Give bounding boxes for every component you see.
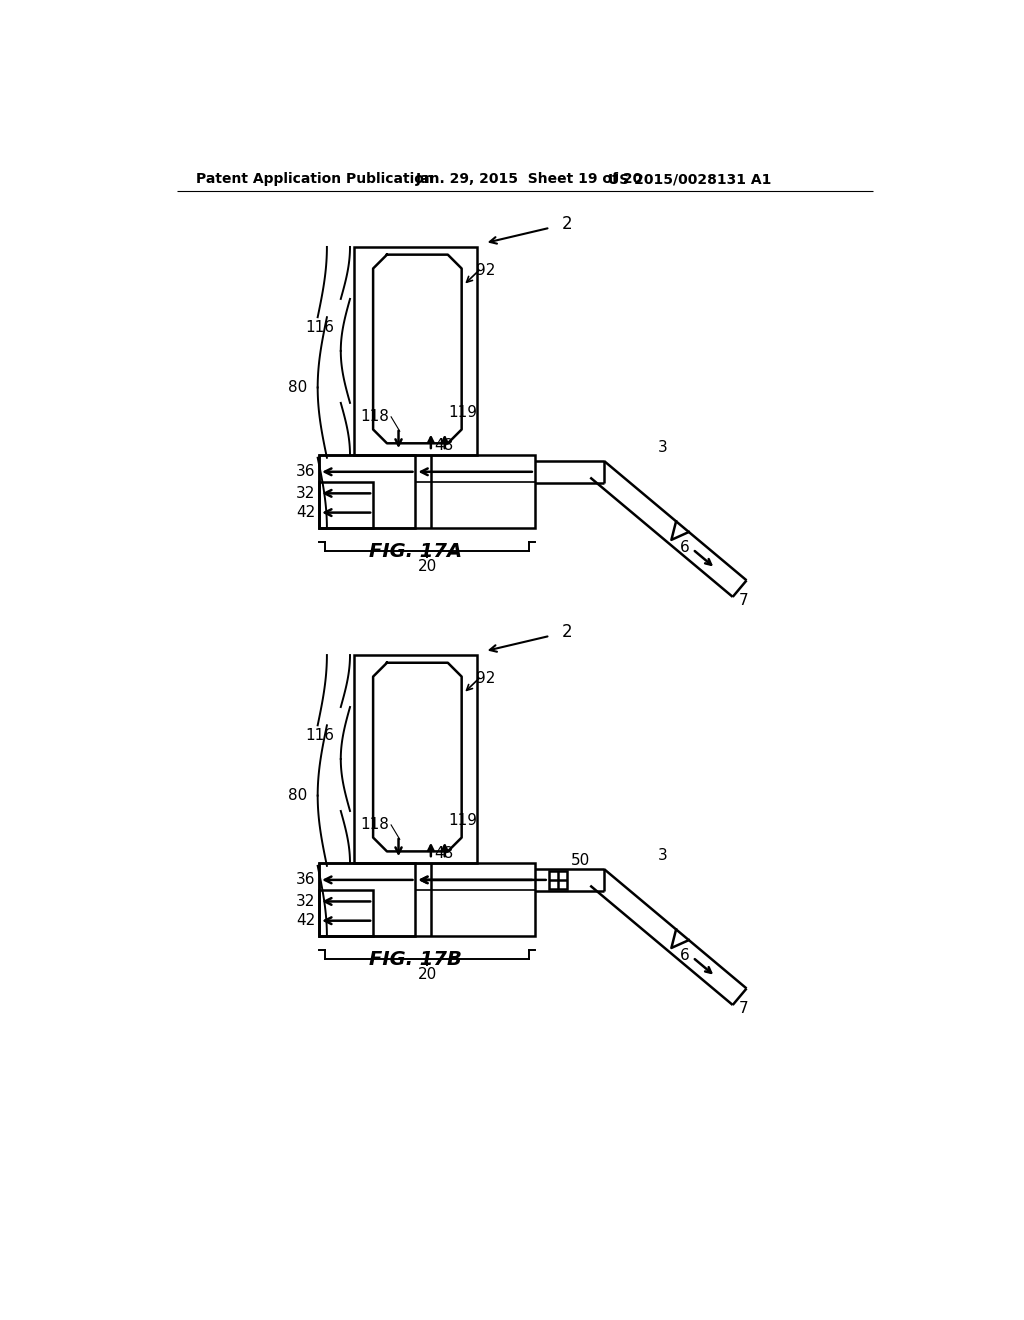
Text: 118: 118 <box>360 817 389 832</box>
Text: 6: 6 <box>680 948 690 962</box>
Bar <box>319 863 416 936</box>
Text: Patent Application Publication: Patent Application Publication <box>196 172 434 186</box>
Text: FIG. 17B: FIG. 17B <box>369 949 462 969</box>
Text: 7: 7 <box>739 593 749 609</box>
Bar <box>319 863 535 936</box>
Text: 36: 36 <box>296 465 315 479</box>
Text: 116: 116 <box>305 729 335 743</box>
Text: 42: 42 <box>296 913 315 928</box>
Bar <box>549 871 567 890</box>
Text: 48: 48 <box>435 846 454 861</box>
Bar <box>319 455 416 528</box>
Text: FIG. 17A: FIG. 17A <box>369 541 462 561</box>
Text: 7: 7 <box>739 1002 749 1016</box>
Text: 116: 116 <box>305 321 335 335</box>
Text: 119: 119 <box>449 813 477 828</box>
Bar <box>319 455 535 528</box>
Text: 50: 50 <box>571 853 590 869</box>
Bar <box>319 890 373 936</box>
Text: 2: 2 <box>562 215 572 232</box>
Text: 6: 6 <box>680 540 690 554</box>
Text: 20: 20 <box>418 966 436 982</box>
Text: 80: 80 <box>289 380 307 395</box>
Text: 118: 118 <box>360 409 389 424</box>
Text: 32: 32 <box>296 894 315 909</box>
Text: 80: 80 <box>289 788 307 803</box>
Text: 119: 119 <box>449 405 477 420</box>
Text: 48: 48 <box>435 438 454 453</box>
Text: 32: 32 <box>296 486 315 500</box>
Bar <box>354 247 477 455</box>
Text: US 2015/0028131 A1: US 2015/0028131 A1 <box>608 172 771 186</box>
Text: 36: 36 <box>296 873 315 887</box>
Text: 42: 42 <box>296 506 315 520</box>
Text: 3: 3 <box>658 440 668 455</box>
Text: 92: 92 <box>475 671 495 685</box>
Text: 92: 92 <box>475 263 495 277</box>
Bar <box>319 482 373 528</box>
Text: 2: 2 <box>562 623 572 642</box>
Text: Jan. 29, 2015  Sheet 19 of 20: Jan. 29, 2015 Sheet 19 of 20 <box>416 172 643 186</box>
Text: 20: 20 <box>418 558 436 574</box>
Text: 3: 3 <box>658 847 668 863</box>
Bar <box>354 655 477 863</box>
